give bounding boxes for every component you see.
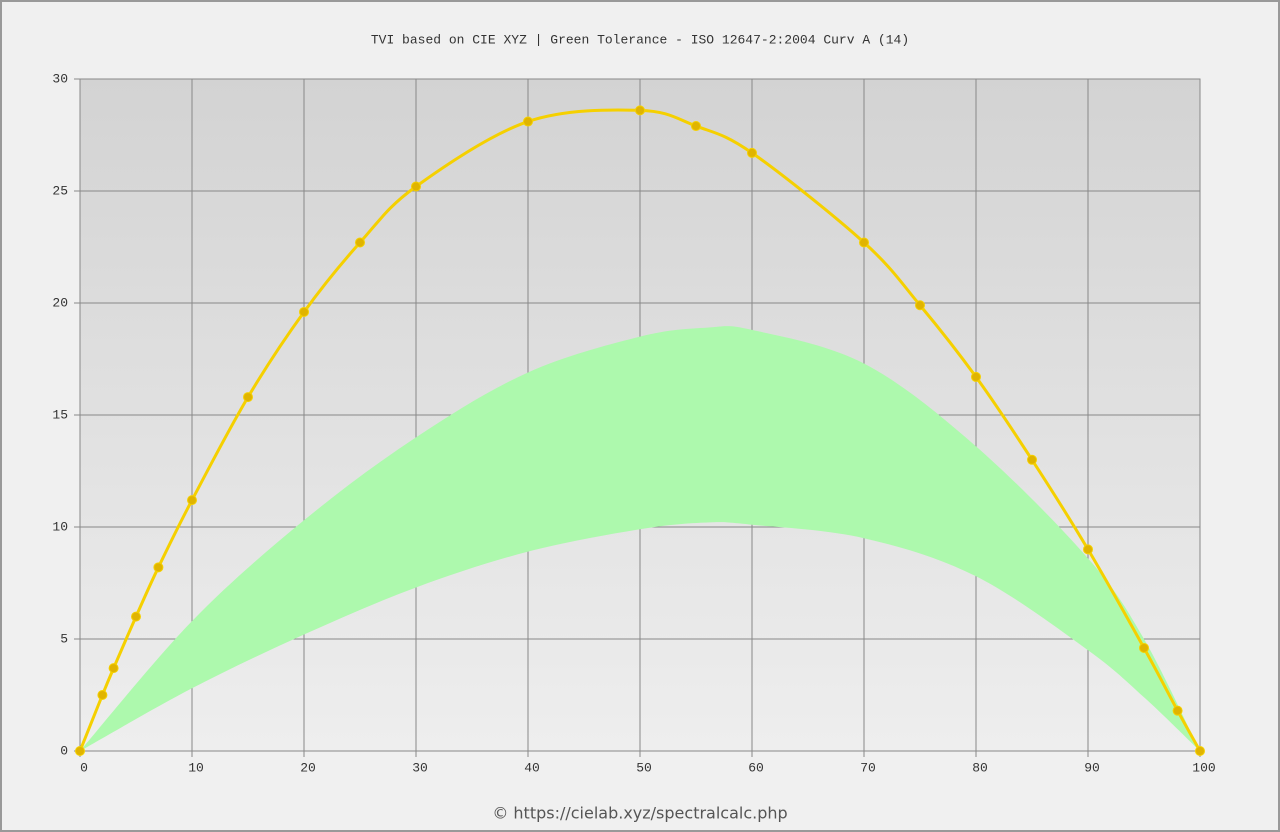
point (75, 746, 85, 756)
x-tick-label: 60 (748, 760, 764, 775)
point (747, 147, 757, 158)
chart-title: TVI based on CIE XYZ | Green Tolerance -… (371, 32, 909, 47)
point (635, 105, 645, 116)
point (187, 495, 197, 506)
x-tick-label: 30 (412, 760, 428, 775)
footer: © https://cielab.xyz/spectralcalc.php (492, 804, 787, 823)
y-tick-label: 15 (52, 407, 68, 422)
tolerance-band (80, 326, 1200, 751)
x-tick-label: 40 (524, 760, 540, 775)
x-tick-label: 100 (1192, 760, 1215, 775)
point (299, 306, 309, 317)
x-tick-label: 80 (972, 760, 988, 775)
y-tick-label: 10 (52, 519, 68, 534)
x-tick-label: 90 (1084, 760, 1100, 775)
point (243, 392, 253, 403)
point (411, 181, 421, 192)
point (1027, 454, 1037, 465)
point (859, 237, 869, 248)
x-tick-label: 50 (636, 760, 652, 775)
point (1139, 642, 1149, 653)
point (691, 121, 701, 132)
y-tick-label: 5 (60, 631, 68, 646)
y-tick-label: 30 (52, 71, 68, 86)
y-tick-label: 20 (52, 295, 68, 310)
point (971, 371, 981, 382)
point (1195, 746, 1205, 756)
x-tick-label: 10 (188, 760, 204, 775)
x-tick-label: 0 (80, 760, 88, 775)
y-tick-label: 0 (60, 743, 68, 758)
point (1083, 544, 1093, 555)
point (108, 663, 119, 674)
x-tick-label: 70 (860, 760, 876, 775)
x-tick-label: 20 (300, 760, 316, 775)
point (915, 300, 925, 311)
y-tick-label: 25 (52, 183, 68, 198)
point (153, 562, 164, 573)
point (523, 116, 533, 127)
point (355, 237, 365, 248)
point (1172, 705, 1183, 716)
point (131, 611, 141, 622)
point (97, 690, 108, 700)
